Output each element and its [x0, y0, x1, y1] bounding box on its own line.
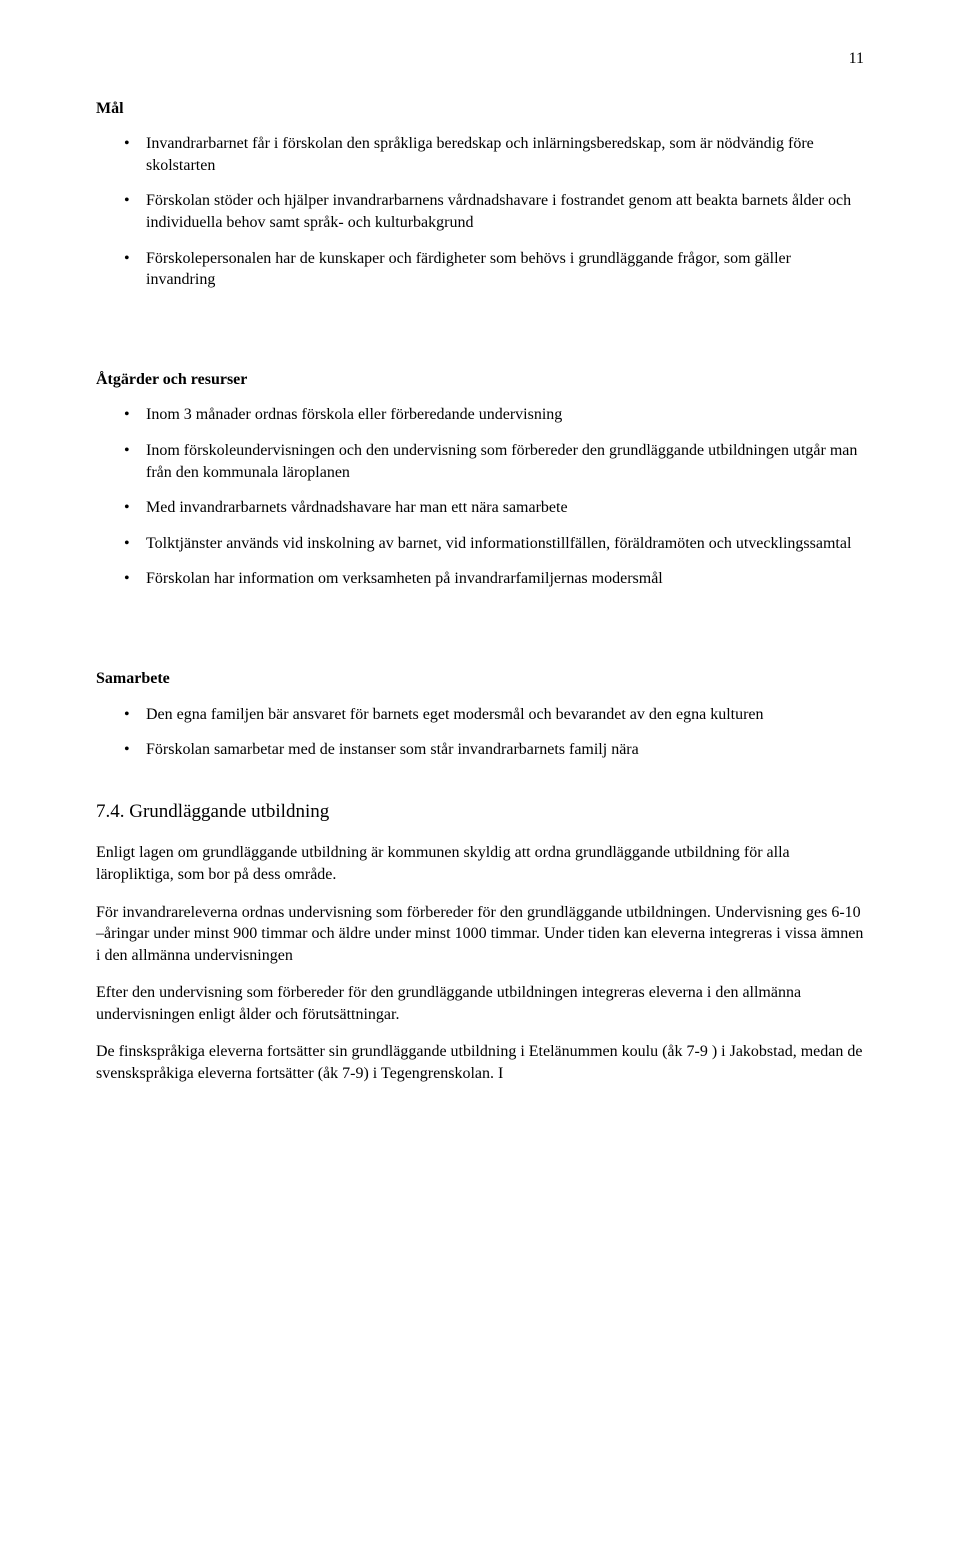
heading-samarbete: Samarbete [96, 668, 864, 690]
list-item: Invandrarbarnet får i förskolan den språ… [124, 133, 864, 176]
heading-mal: Mål [96, 98, 864, 120]
samarbete-list: Den egna familjen bär ansvaret för barne… [96, 704, 864, 761]
list-item: Tolktjänster används vid inskolning av b… [124, 533, 864, 555]
list-item: Förskolan samarbetar med de instanser so… [124, 739, 864, 761]
mal-list: Invandrarbarnet får i förskolan den språ… [96, 133, 864, 291]
list-item: Inom 3 månader ordnas förskola eller för… [124, 404, 864, 426]
paragraph: De finskspråkiga eleverna fortsätter sin… [96, 1041, 864, 1084]
paragraph: Efter den undervisning som förbereder fö… [96, 982, 864, 1025]
list-item: Förskolan stöder och hjälper invandrarba… [124, 190, 864, 233]
paragraph: Enligt lagen om grundläggande utbildning… [96, 842, 864, 885]
list-item: Inom förskoleundervisningen och den unde… [124, 440, 864, 483]
list-item: Den egna familjen bär ansvaret för barne… [124, 704, 864, 726]
atgarder-list: Inom 3 månader ordnas förskola eller för… [96, 404, 864, 590]
heading-grundlaggande: 7.4. Grundläggande utbildning [96, 799, 864, 825]
page-number: 11 [96, 48, 864, 70]
heading-atgarder: Åtgärder och resurser [96, 369, 864, 391]
list-item: Med invandrarbarnets vårdnadshavare har … [124, 497, 864, 519]
list-item: Förskolepersonalen har de kunskaper och … [124, 248, 864, 291]
list-item: Förskolan har information om verksamhete… [124, 568, 864, 590]
paragraph: För invandrareleverna ordnas undervisnin… [96, 902, 864, 967]
